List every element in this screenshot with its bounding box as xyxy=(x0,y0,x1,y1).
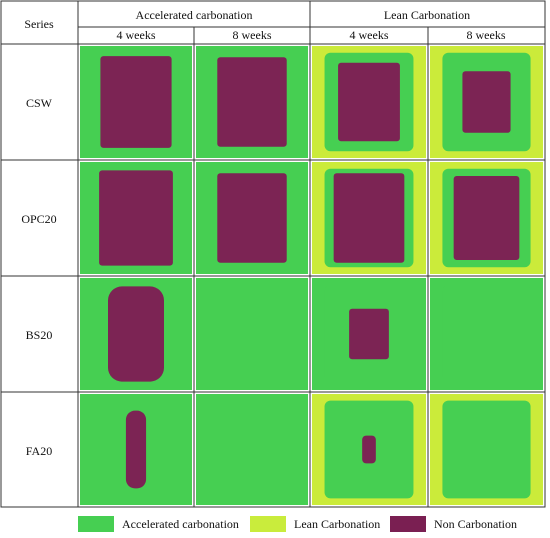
legend: Accelerated carbonation Lean Carbonation… xyxy=(78,514,538,534)
legend-item-non: Non Carbonation xyxy=(390,514,517,534)
series-header: Series xyxy=(24,17,54,31)
sample-background xyxy=(196,278,308,390)
sample-non-carbonated-core xyxy=(217,57,287,147)
group-header-accelerated: Accelerated carbonation xyxy=(136,8,253,22)
row-label-bs20: BS20 xyxy=(26,328,53,342)
sample-non-carbonated-core xyxy=(349,308,389,360)
legend-item-lean: Lean Carbonation xyxy=(250,514,380,534)
sample-non-carbonated-core xyxy=(462,71,511,133)
legend-swatch-lean xyxy=(250,516,286,532)
legend-label-non: Non Carbonation xyxy=(434,516,517,531)
sample-carbonated-zone xyxy=(442,284,531,384)
legend-label-accelerated: Accelerated carbonation xyxy=(122,516,239,531)
duration-header-1: 4 weeks xyxy=(117,28,156,42)
table-grid xyxy=(0,0,546,508)
sample-images xyxy=(80,46,543,505)
row-label-fa20: FA20 xyxy=(26,444,52,458)
sample-non-carbonated-core xyxy=(99,170,173,266)
legend-swatch-non xyxy=(390,516,426,532)
sample-non-carbonated-core xyxy=(217,173,287,263)
duration-header-2: 8 weeks xyxy=(233,28,272,42)
group-header-lean: Lean Carbonation xyxy=(384,8,470,22)
sample-non-carbonated-core xyxy=(362,435,376,464)
sample-non-carbonated-core xyxy=(108,286,164,382)
sample-non-carbonated-core xyxy=(333,173,405,263)
sample-non-carbonated-core xyxy=(453,176,520,260)
sample-carbonated-zone xyxy=(442,400,531,499)
row-label-csw: CSW xyxy=(26,96,53,110)
sample-background xyxy=(196,394,308,505)
legend-label-lean: Lean Carbonation xyxy=(294,516,381,531)
sample-non-carbonated-core xyxy=(338,62,400,142)
sample-non-carbonated-core xyxy=(125,410,147,489)
row-label-opc20: OPC20 xyxy=(21,212,56,226)
sample-non-carbonated-core xyxy=(100,56,172,148)
legend-item-accelerated: Accelerated carbonation xyxy=(78,514,239,534)
duration-header-3: 4 weeks xyxy=(350,28,389,42)
table-border xyxy=(0,0,546,508)
duration-header-4: 8 weeks xyxy=(467,28,506,42)
legend-swatch-accelerated xyxy=(78,516,114,532)
